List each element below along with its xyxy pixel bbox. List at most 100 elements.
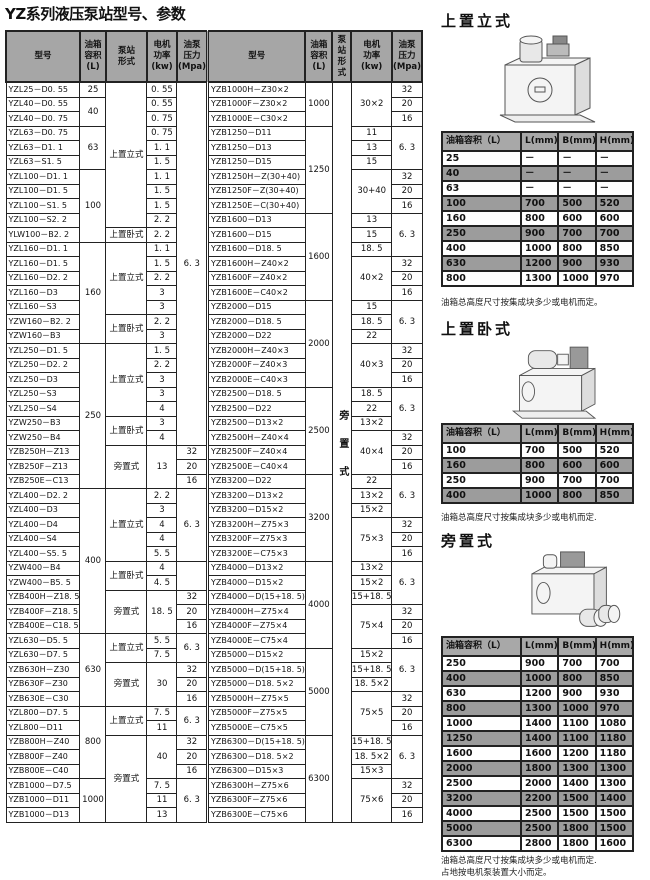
cell-station-type: 上置立式 <box>105 343 148 417</box>
cell-model: YZB630E－C30 <box>5 691 81 707</box>
table-row: 250 900 700 700 <box>441 655 635 672</box>
cell-model: YZB1250－D15 <box>206 154 306 170</box>
cell-tank-capacity: 40 <box>79 96 107 127</box>
cell-motor-power: 0. 75 <box>146 125 178 141</box>
cell-tank-capacity: 800 <box>79 705 107 779</box>
cell-motor-power: 0. 75 <box>146 111 178 127</box>
cell: 250 <box>441 472 522 489</box>
cell-model: YZB3200F－Z75×3 <box>206 531 306 547</box>
table-row: YZB630F－Z30 20 YZB5000－D18. 5×2 18. 5×2 <box>5 676 422 692</box>
cell-model: YZL100－S1. 5 <box>5 198 81 214</box>
cell: － <box>519 150 560 167</box>
header-tank-capacity: 油箱 容积 (L) <box>304 30 334 83</box>
cell-station-type: 上置立式 <box>105 705 148 736</box>
note: 油箱总高度尺寸按集成块多少或电机而定. <box>441 513 597 523</box>
cell-model: YZB2000H－Z40×3 <box>206 343 306 359</box>
cell: 1500 <box>557 805 597 822</box>
cell-motor-power: 2. 2 <box>146 212 178 228</box>
table-row: YZL63－D0. 75 63 0. 75 YZB1250－D11 1250 11 6. 3 <box>5 125 423 214</box>
cell-pump-pressure: 6. 3 <box>176 488 209 562</box>
cell-tank-capacity: 250 <box>79 343 107 489</box>
cell-pump-pressure: 6. 3 <box>391 299 423 344</box>
cell-motor-power: 1. 5 <box>146 198 178 214</box>
cell-model: YZW250－B3 <box>5 415 81 431</box>
cell-model: YZB5000H－Z75×5 <box>206 691 306 707</box>
table-row: YZL630－D7. 5 7. 5 YZB5000－D15×2 5000 15×2 6. … <box>5 647 423 736</box>
cell: 2800 <box>519 835 560 852</box>
cell: 1300 <box>519 700 560 717</box>
cell-pump-pressure: 16 <box>176 691 209 707</box>
cell: 850 <box>594 670 635 687</box>
cell-model: YZB800H－Z40 <box>5 734 81 750</box>
cell-pump-pressure: 32 <box>176 444 209 460</box>
cell-model: YZB1250H－Z(30+40) <box>206 169 306 185</box>
cell: 700 <box>519 442 560 459</box>
cell: 1180 <box>594 745 635 762</box>
cell-tank-capacity: 63 <box>79 125 107 170</box>
cell-pump-pressure: 16 <box>176 473 209 489</box>
header-tank-capacity: 油箱容积（L） <box>441 423 522 444</box>
cell: 700 <box>594 472 635 489</box>
cell: － <box>594 150 635 167</box>
table-row: YZL63－S1. 5 1. 5 YZB1250－D15 15 <box>5 154 422 170</box>
table-row: YZL250－D3 3 YZB2000E－C40×3 16 <box>5 372 423 388</box>
cell-station-type: 上置立式 <box>105 488 148 562</box>
header-length: L(mm) <box>519 636 560 657</box>
cell-model: YZB5000F－Z75×5 <box>206 705 306 721</box>
cell-motor-power: 13 <box>146 444 178 489</box>
cell: 970 <box>594 700 635 717</box>
cell-model: YZB2000－D22 <box>206 328 306 344</box>
table-row: YZL160－D2. 2 2. 2 YZB1600F－Z40×2 20 <box>5 270 423 286</box>
side-mounted-pump-station-illustration <box>531 551 621 627</box>
cell-model: YZB2500F－Z40×4 <box>206 444 306 460</box>
table-row: YZL100－S2. 2 2. 2 YZB1600－D13 1600 13 6. 3 <box>5 212 423 301</box>
cell: 700 <box>519 195 560 212</box>
cell-model: YZL630－D7. 5 <box>5 647 81 663</box>
cell: 1000 <box>557 270 597 287</box>
cell: 1000 <box>519 487 560 504</box>
cell-pump-pressure: 6. 3 <box>391 125 423 170</box>
cell-tank-capacity: 160 <box>79 241 107 344</box>
cell-motor-power: 15×2 <box>350 502 393 518</box>
cell-model: YZB2000－D18. 5 <box>206 314 306 330</box>
cell-model: YZB5000－D18. 5×2 <box>206 676 306 692</box>
cell-pump-pressure: 20 <box>176 604 209 620</box>
table-row: 40 －－－ <box>441 165 635 182</box>
cell-tank-capacity: 2000 <box>304 299 333 388</box>
cell-motor-power: 15×2 <box>350 647 393 663</box>
cell: 700 <box>594 225 635 242</box>
cell-model: YZB400E－C18. 5 <box>5 618 81 634</box>
cell-pump-pressure: 16 <box>391 372 423 388</box>
cell: 1500 <box>594 805 635 822</box>
cell: 1100 <box>557 715 597 732</box>
cell-model: YZB250H－Z13 <box>5 444 81 460</box>
cell-pump-pressure: 32 <box>391 430 423 446</box>
cell-motor-power: 75×3 <box>350 517 393 562</box>
cell-pump-pressure: 20 <box>176 459 209 475</box>
cell-motor-power: 4 <box>146 517 178 533</box>
cell: 500 <box>557 442 597 459</box>
cell-model: YZB6300－D15×3 <box>206 763 306 779</box>
table-row: 25 －－－ <box>441 150 635 167</box>
table-row: YZB800E－C40 16 YZB6300－D15×3 15×3 <box>5 763 422 779</box>
cell-motor-power: 3 <box>146 386 178 402</box>
cell-model: YZL250－D1. 5 <box>5 343 81 359</box>
cell: 700 <box>557 225 597 242</box>
cell-pump-pressure: 32 <box>391 256 423 272</box>
cell: 1000 <box>557 700 597 717</box>
cell-pump-pressure: 16 <box>391 459 423 475</box>
cell-motor-power: 30+40 <box>350 169 393 214</box>
cell: 2000 <box>519 775 560 792</box>
cell-pump-pressure: 20 <box>391 531 423 547</box>
cell: 1800 <box>557 820 597 837</box>
cell-tank-capacity: 630 <box>79 633 107 707</box>
cell-model: YZL160－D1. 1 <box>5 241 81 257</box>
cell-motor-power: 13×2 <box>350 488 393 504</box>
cell-model: YZB1250－D11 <box>206 125 306 141</box>
cell-motor-power: 75×4 <box>350 604 393 649</box>
cell: 930 <box>594 255 635 272</box>
cell-motor-power: 11 <box>146 720 178 736</box>
page-title: YZ系列液压泵站型号、参数 <box>5 5 186 23</box>
cell-model: YZB1250E－C(30+40) <box>206 198 306 214</box>
cell-pump-pressure: 32 <box>391 81 423 98</box>
